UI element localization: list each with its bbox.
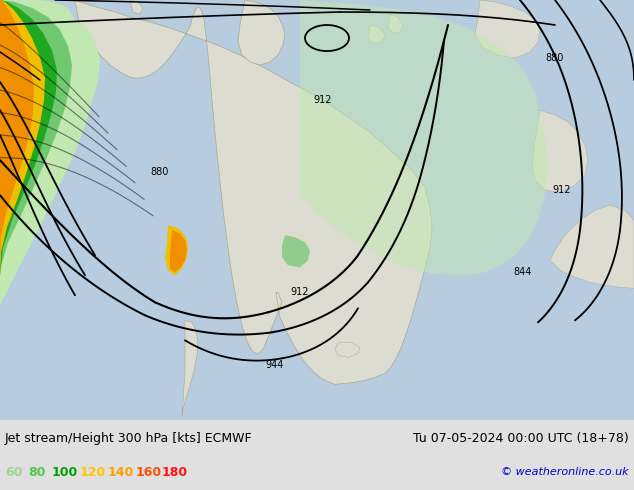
Polygon shape bbox=[0, 20, 15, 42]
Polygon shape bbox=[335, 343, 360, 357]
Polygon shape bbox=[130, 0, 143, 14]
Text: 160: 160 bbox=[136, 466, 162, 479]
Text: 80: 80 bbox=[28, 466, 46, 479]
Text: 912: 912 bbox=[553, 185, 571, 195]
Polygon shape bbox=[475, 0, 540, 58]
Polygon shape bbox=[0, 0, 72, 270]
Polygon shape bbox=[532, 110, 588, 192]
Polygon shape bbox=[238, 0, 285, 65]
Polygon shape bbox=[0, 0, 45, 277]
Text: Tu 07-05-2024 00:00 UTC (18+78): Tu 07-05-2024 00:00 UTC (18+78) bbox=[413, 432, 629, 445]
Text: 100: 100 bbox=[52, 466, 78, 479]
Polygon shape bbox=[165, 225, 188, 275]
Polygon shape bbox=[170, 230, 187, 272]
Text: 880: 880 bbox=[546, 53, 564, 63]
Text: 844: 844 bbox=[514, 267, 532, 277]
Polygon shape bbox=[0, 0, 75, 110]
Text: 60: 60 bbox=[5, 466, 22, 479]
Text: © weatheronline.co.uk: © weatheronline.co.uk bbox=[501, 467, 629, 477]
Text: Jet stream/Height 300 hPa [kts] ECMWF: Jet stream/Height 300 hPa [kts] ECMWF bbox=[5, 432, 252, 445]
Polygon shape bbox=[0, 0, 100, 305]
Text: 912: 912 bbox=[291, 287, 309, 297]
Polygon shape bbox=[182, 320, 198, 416]
Text: 180: 180 bbox=[162, 466, 188, 479]
Polygon shape bbox=[368, 25, 385, 43]
Polygon shape bbox=[0, 0, 34, 260]
Polygon shape bbox=[300, 0, 548, 275]
Text: 140: 140 bbox=[108, 466, 134, 479]
Polygon shape bbox=[0, 0, 57, 275]
Text: 944: 944 bbox=[266, 360, 284, 370]
Text: 880: 880 bbox=[151, 167, 169, 177]
Polygon shape bbox=[75, 0, 432, 384]
Text: 120: 120 bbox=[80, 466, 107, 479]
Polygon shape bbox=[550, 205, 634, 288]
Polygon shape bbox=[0, 0, 634, 420]
Polygon shape bbox=[282, 235, 310, 267]
Polygon shape bbox=[0, 40, 10, 65]
Text: 912: 912 bbox=[314, 95, 332, 105]
Polygon shape bbox=[388, 15, 403, 33]
